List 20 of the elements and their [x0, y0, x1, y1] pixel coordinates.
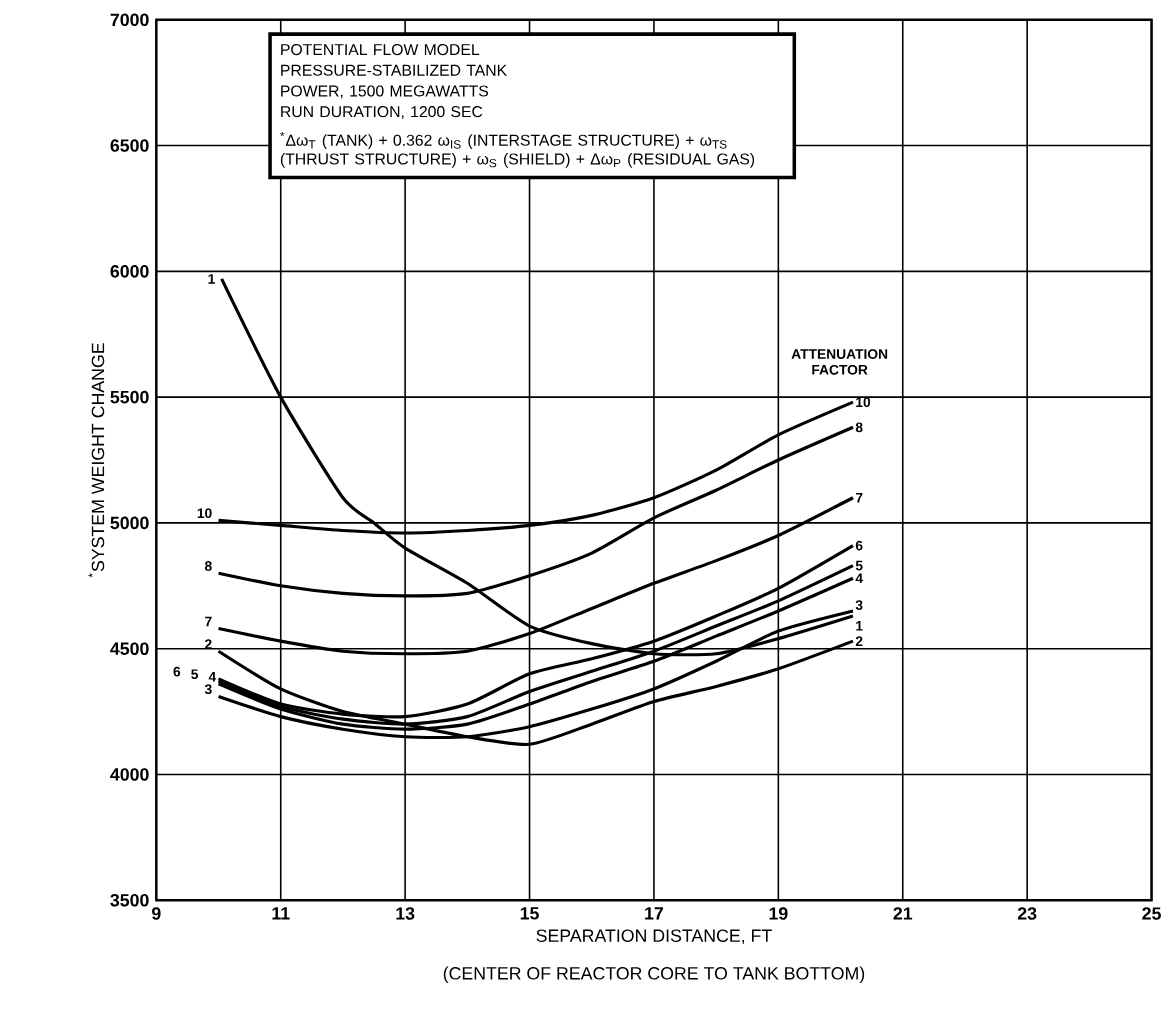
y-tick-label: 3500	[110, 893, 149, 907]
x-tick-label: 9	[152, 906, 161, 920]
text: (CENTER OF REACTOR CORE TO TANK BOTTOM)	[443, 966, 865, 983]
x-tick-label: 15	[520, 906, 539, 920]
y-tick-label: 6500	[110, 138, 149, 152]
x-tick-label: 17	[645, 906, 664, 920]
x-tick-label: 19	[769, 906, 788, 920]
y-tick-label: 6000	[110, 264, 149, 278]
y-tick-label: 4000	[110, 767, 149, 781]
x-tick-label: 21	[893, 906, 913, 920]
x-tick-label: 13	[396, 906, 415, 920]
y-tick-label: 7000	[110, 13, 149, 26]
x-tick-label: 25	[1142, 906, 1161, 920]
y-axis-title: $^{*}$SYSTEM WEIGHT CHANGE	[88, 342, 105, 578]
x-tick-label: 23	[1017, 906, 1037, 920]
y-tick-label: 5000	[110, 516, 149, 529]
x-tick-label: 11	[272, 906, 290, 920]
y-tick-label: 5500	[110, 390, 149, 404]
y-tick-label: 4500	[110, 642, 149, 655]
x-axis-title: SEPARATION DISTANCE, FT	[536, 929, 772, 944]
